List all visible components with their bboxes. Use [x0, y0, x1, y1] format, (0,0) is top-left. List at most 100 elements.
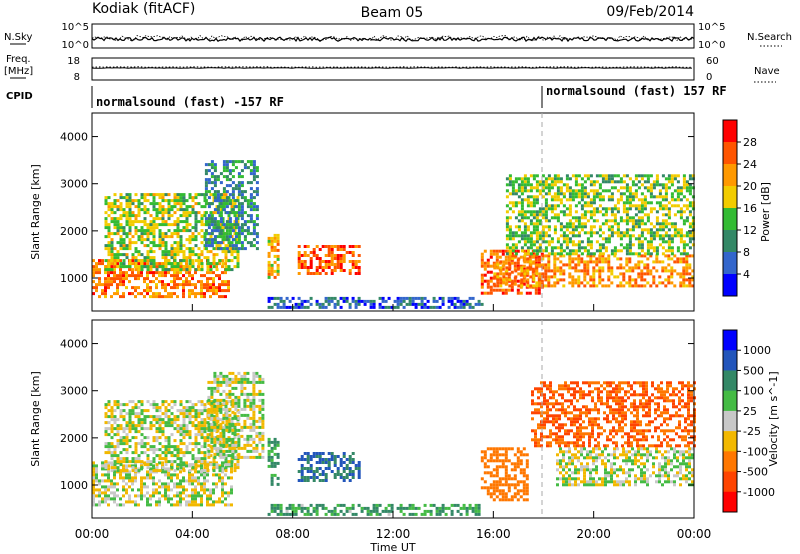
echo-cell	[499, 266, 503, 270]
echo-cell	[119, 439, 123, 443]
echo-cell	[628, 177, 632, 181]
echo-cell	[595, 195, 599, 199]
echo-cell	[580, 246, 584, 250]
echo-cell	[98, 488, 101, 492]
echo-cell	[508, 207, 512, 211]
echo-cell	[185, 500, 188, 504]
echo-cell	[146, 235, 150, 239]
echo-cell	[565, 252, 569, 256]
echo-cell	[210, 217, 214, 221]
echo-cell	[631, 198, 635, 202]
echo-cell	[303, 251, 307, 254]
echo-cell	[104, 217, 108, 221]
echo-cell	[592, 254, 596, 258]
echo-cell	[544, 204, 548, 208]
echo-cell	[270, 449, 274, 453]
echo-cell	[619, 243, 623, 247]
echo-cell	[140, 235, 144, 239]
echo-cell	[595, 257, 599, 261]
echo-cell	[676, 210, 680, 214]
echo-cell	[131, 469, 135, 473]
echo-cell	[330, 470, 334, 473]
echo-cell	[511, 210, 515, 214]
echo-cell	[502, 272, 506, 276]
echo-cell	[598, 249, 602, 253]
echo-cell	[318, 461, 322, 464]
echo-cell	[212, 469, 216, 473]
echo-cell	[523, 225, 527, 229]
echo-cell	[679, 272, 683, 276]
echo-cell	[125, 211, 129, 215]
echo-cell	[577, 222, 581, 226]
echo-cell	[568, 189, 572, 193]
echo-cell	[179, 259, 183, 263]
echo-cell	[637, 243, 641, 247]
echo-cell	[146, 223, 150, 227]
echo-cell	[233, 256, 237, 260]
echo-cell	[155, 295, 158, 299]
echo-cell	[236, 253, 240, 257]
echo-cell	[589, 204, 593, 208]
echo-cell	[225, 419, 229, 423]
echo-cell	[685, 260, 689, 264]
echo-cell	[339, 458, 343, 461]
echo-cell	[691, 225, 695, 229]
echo-cell	[216, 196, 220, 200]
echo-cell	[237, 455, 241, 459]
echo-cell	[270, 242, 274, 246]
echo-cell	[252, 226, 256, 230]
echo-cell	[182, 283, 185, 287]
echo-cell	[134, 445, 138, 449]
echo-cell	[207, 401, 211, 405]
echo-cell	[119, 226, 123, 230]
echo-cell	[191, 494, 194, 498]
echo-cell	[511, 180, 515, 184]
echo-cell	[511, 192, 515, 196]
echo-cell	[529, 266, 533, 270]
echo-cell	[688, 174, 692, 178]
echo-cell	[496, 278, 500, 282]
echo-cell	[661, 198, 665, 202]
echo-cell	[212, 500, 215, 504]
echo-cell	[179, 482, 182, 486]
echo-cell	[231, 440, 235, 444]
echo-cell	[119, 223, 123, 227]
echo-cell	[176, 494, 179, 498]
echo-cell	[267, 455, 271, 459]
echo-cell	[348, 302, 352, 306]
echo-cell	[580, 198, 584, 202]
echo-cell	[628, 281, 632, 285]
echo-cell	[212, 226, 216, 230]
echo-cell	[649, 237, 653, 241]
echo-cell	[197, 464, 200, 468]
echo-cell	[173, 229, 177, 233]
echo-cell	[210, 404, 214, 408]
echo-cell	[640, 275, 644, 279]
echo-cell	[505, 210, 509, 214]
echo-cell	[318, 452, 322, 455]
echo-cell	[526, 278, 530, 282]
echo-cell	[351, 506, 355, 510]
echo-cell	[306, 254, 310, 257]
echo-cell	[200, 217, 204, 221]
echo-cell	[104, 199, 108, 203]
echo-cell	[676, 204, 680, 208]
echo-cell	[231, 175, 235, 179]
echo-cell	[541, 249, 545, 253]
echo-cell	[540, 252, 544, 256]
echo-cell	[276, 254, 280, 258]
nsky-label: N.Sky	[4, 32, 32, 43]
echo-cell	[517, 183, 521, 187]
echo-cell	[113, 463, 117, 467]
echo-cell	[234, 380, 238, 384]
echo-cell	[610, 174, 614, 178]
echo-cell	[369, 305, 373, 309]
echo-cell	[628, 237, 632, 241]
echo-cell	[233, 436, 237, 440]
echo-cell	[197, 409, 201, 413]
echo-cell	[661, 174, 665, 178]
echo-cell	[559, 260, 563, 264]
echo-cell	[231, 386, 235, 390]
echo-cell	[237, 416, 241, 420]
echo-cell	[559, 278, 563, 282]
